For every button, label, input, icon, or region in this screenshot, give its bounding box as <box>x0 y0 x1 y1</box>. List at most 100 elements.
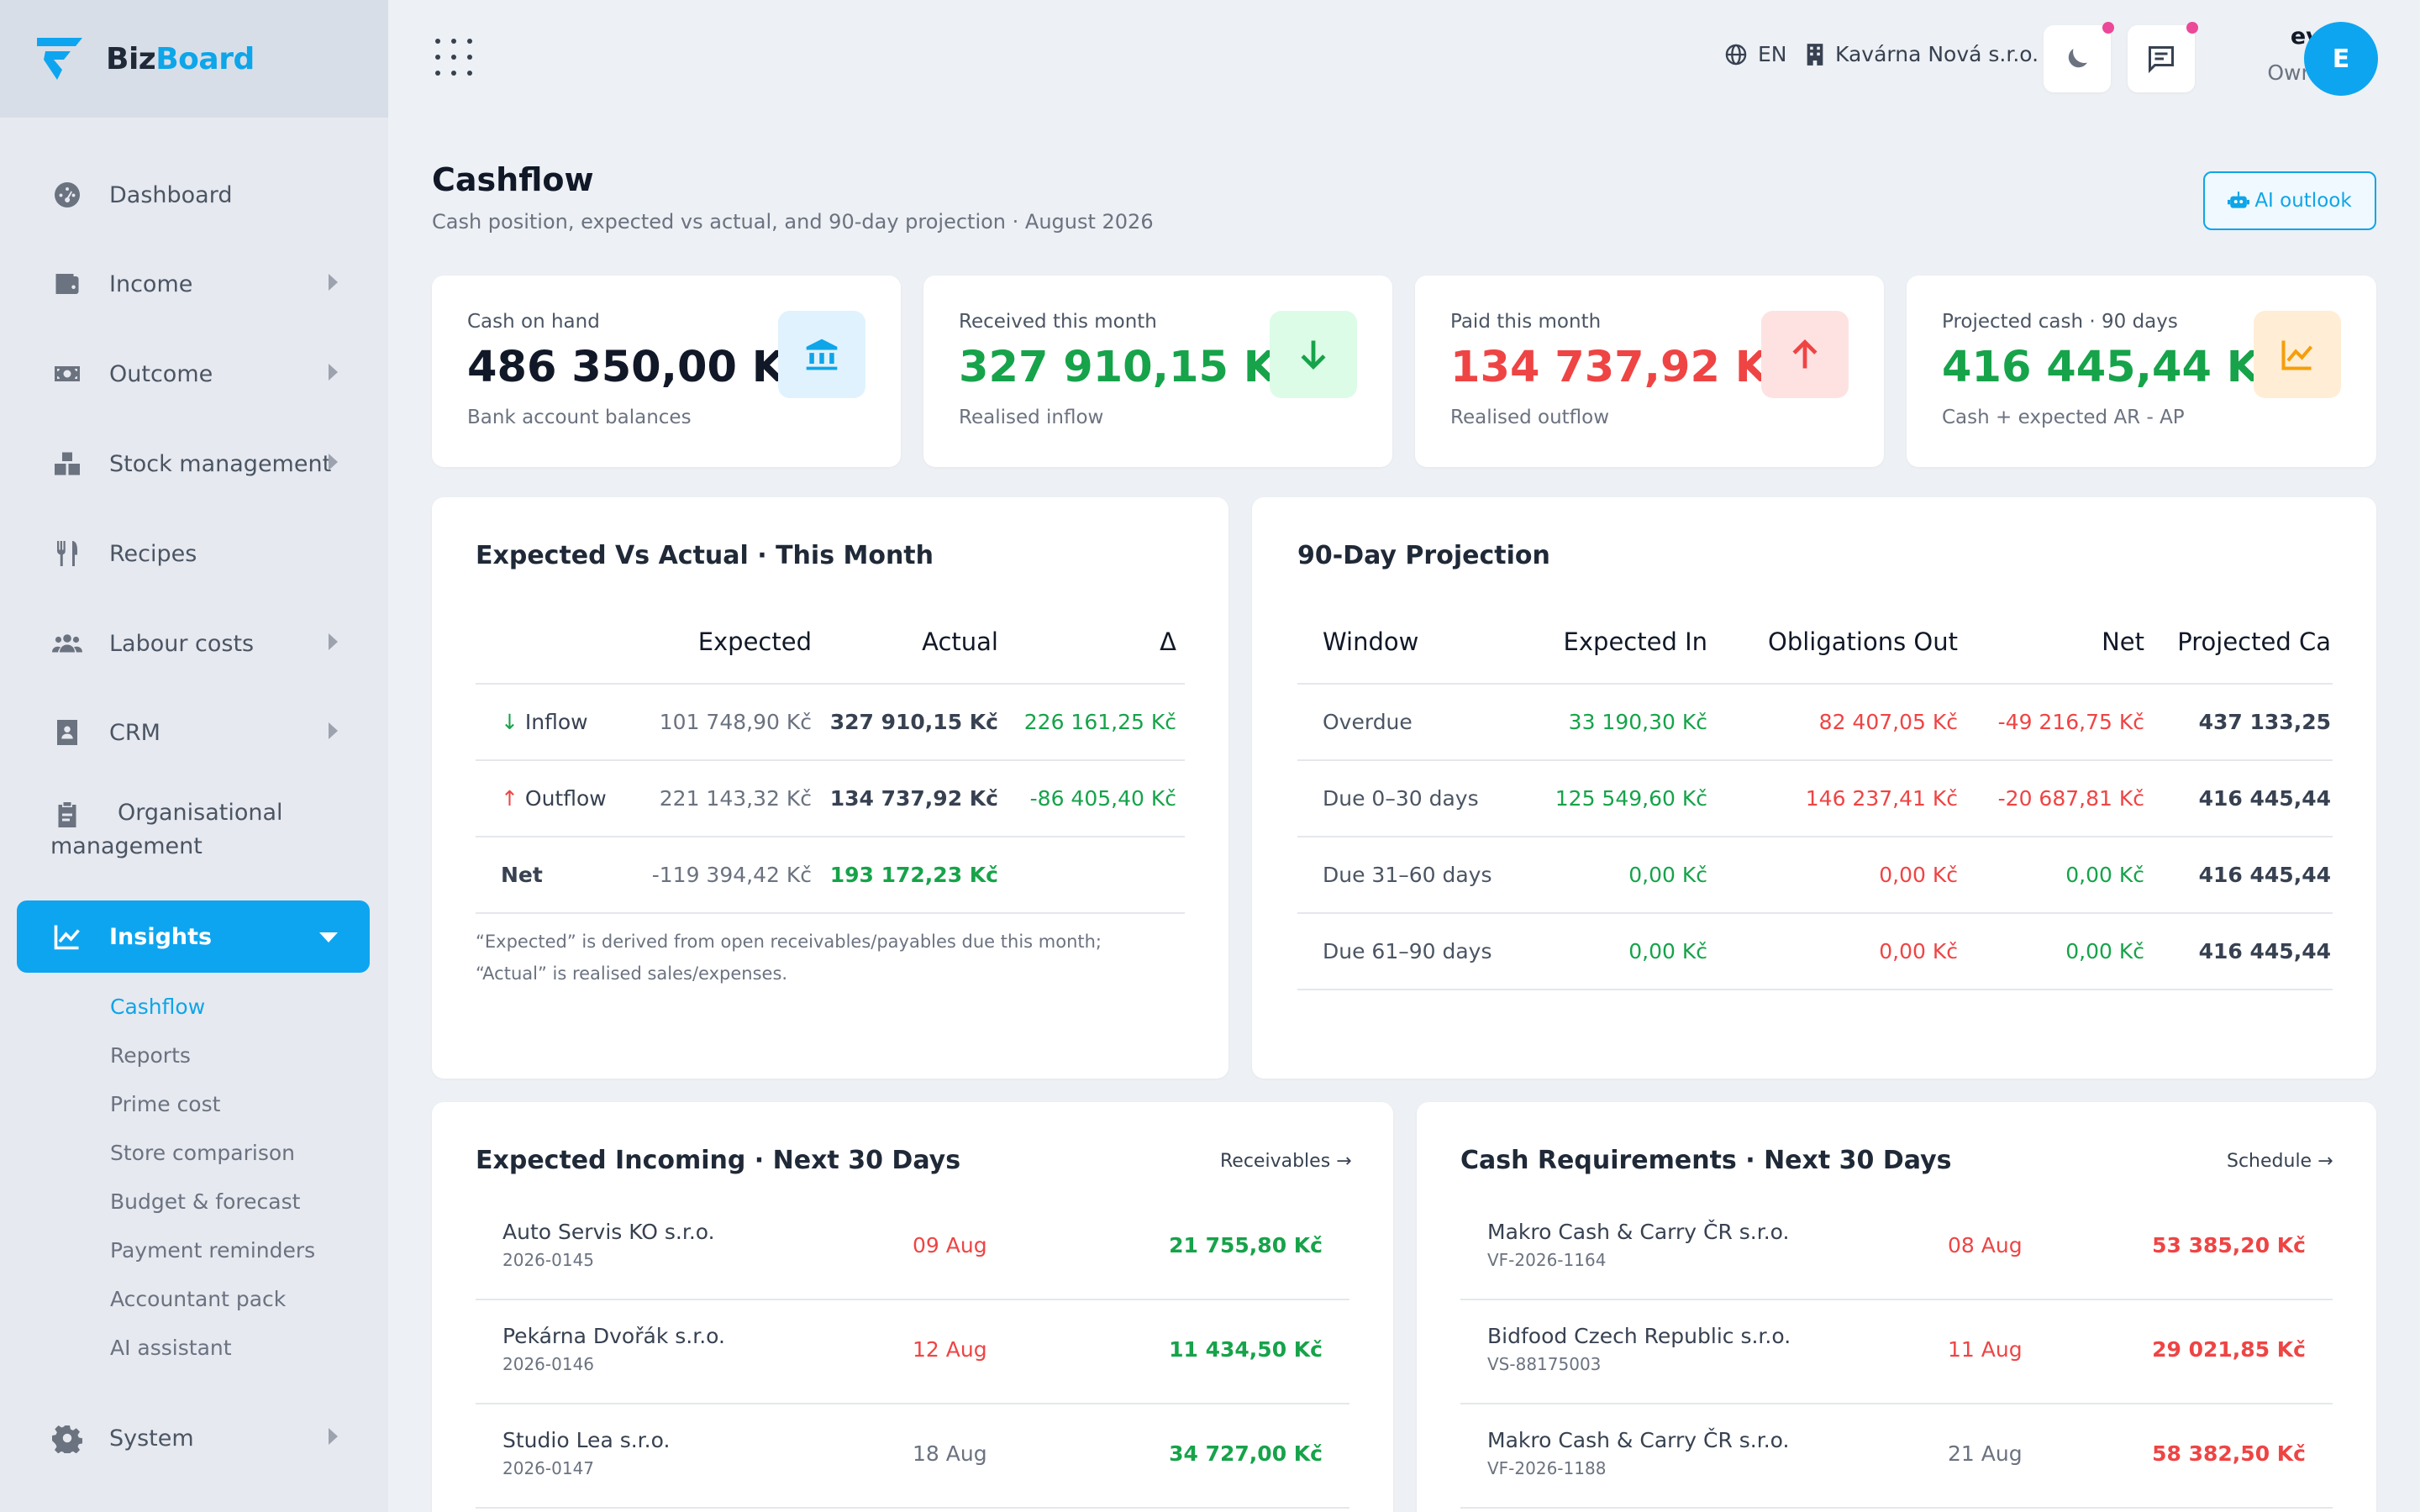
sidebar-item-insights[interactable]: Insights <box>17 900 370 973</box>
cell-expected: 101 748,90 Kč <box>644 684 812 760</box>
kpi-label: Projected cash · 90 days <box>1942 311 2178 333</box>
cell-obligations-out: 146 237,41 Kč <box>1707 760 1958 837</box>
arrow-right-icon: → <box>1336 1151 1351 1172</box>
cell-obligations-out: 0,00 Kč <box>1707 913 1958 990</box>
notification-dot <box>2186 22 2198 34</box>
cell-net: 0,00 Kč <box>1958 913 2144 990</box>
cell-obligations-out: 0,00 Kč <box>1707 837 1958 913</box>
sidebar-subitem-accountant-pack[interactable]: Accountant pack <box>110 1287 286 1311</box>
apps-grid-icon[interactable] <box>435 39 472 76</box>
sidebar-item-outcome[interactable]: Outcome <box>17 339 370 409</box>
table-footnote: “Expected” is derived from open receivab… <box>476 926 1102 990</box>
receivables-link[interactable]: Receivables → <box>1220 1151 1352 1172</box>
sidebar: BizBoard Dashboard Income Outcome Stock … <box>0 0 388 1512</box>
cell-actual: 193 172,23 Kč <box>812 837 998 913</box>
cell-delta <box>998 837 1185 913</box>
messages-button[interactable] <box>2128 25 2195 92</box>
sidebar-item-organisational-management[interactable]: Organisational management <box>17 790 370 874</box>
cell-expected-in: 33 190,30 Kč <box>1499 684 1707 760</box>
theme-toggle-button[interactable] <box>2044 25 2111 92</box>
wallet-icon <box>50 267 84 301</box>
expected-incoming-card: Expected Incoming · Next 30 Days Receiva… <box>432 1102 1393 1512</box>
list-item[interactable]: Makro Cash & Carry ČR s.r.o. VF-2026-118… <box>1460 1404 2333 1509</box>
row-label: ↓ Inflow <box>476 684 644 760</box>
kpi-label: Paid this month <box>1450 311 1601 333</box>
chevron-down-icon <box>319 932 338 942</box>
sidebar-subitem-payment-reminders[interactable]: Payment reminders <box>110 1238 315 1263</box>
card-title: 90-Day Projection <box>1297 541 1550 570</box>
expected-vs-actual-table: Expected Actual Δ ↓ Inflow 101 748,90 Kč… <box>476 600 1185 914</box>
list-item[interactable]: Makro Cash & Carry ČR s.r.o. VF-2026-116… <box>1460 1196 2333 1300</box>
cell-delta: 226 161,25 Kč <box>998 684 1185 760</box>
sidebar-item-recipes[interactable]: Recipes <box>17 518 370 589</box>
projection-card: 90-Day Projection Window Expected In Obl… <box>1252 497 2376 1079</box>
table-row: ↓ Inflow 101 748,90 Kč 327 910,15 Kč 226… <box>476 684 1185 760</box>
utensils-icon <box>50 537 84 570</box>
arrow-down-icon <box>1270 311 1357 398</box>
chevron-right-icon <box>329 274 338 291</box>
brand[interactable]: BizBoard <box>0 0 388 118</box>
column-header <box>476 600 644 684</box>
boxes-icon <box>50 447 84 480</box>
building-icon <box>1805 43 1825 66</box>
avatar[interactable]: E <box>2304 22 2378 96</box>
kpi-label: Received this month <box>959 311 1157 333</box>
table-header-row: Window Expected In Obligations Out Net P… <box>1297 600 2333 684</box>
card-title: Cash Requirements · Next 30 Days <box>1460 1146 1952 1175</box>
cell-obligations-out: 82 407,05 Kč <box>1707 684 1958 760</box>
ai-outlook-button[interactable]: AI outlook <box>2203 171 2376 230</box>
table-row: ↑ Outflow 221 143,32 Kč 134 737,92 Kč -8… <box>476 760 1185 837</box>
top-bar: EN Kavárna Nová s.r.o. eva Owner E <box>388 0 2420 118</box>
table-header-row: Expected Actual Δ <box>476 600 1185 684</box>
kpi-card-projected: Projected cash · 90 days 416 445,44 Kč C… <box>1907 276 2376 467</box>
sidebar-item-labour-costs[interactable]: Labour costs <box>17 608 370 679</box>
company-selector[interactable]: Kavárna Nová s.r.o. <box>1805 42 2039 66</box>
sidebar-item-income[interactable]: Income <box>17 249 370 319</box>
contact-card-icon <box>50 716 84 749</box>
robot-icon <box>2228 190 2249 212</box>
cell-expected-in: 125 549,60 Kč <box>1499 760 1707 837</box>
arrow-right-icon: → <box>2317 1151 2333 1172</box>
column-header: Window <box>1297 600 1499 684</box>
sidebar-subitem-store-comparison[interactable]: Store comparison <box>110 1141 295 1165</box>
row-label: ↑ Outflow <box>476 760 644 837</box>
chart-icon <box>2254 311 2341 398</box>
sidebar-item-stock-management[interactable]: Stock management <box>17 428 370 499</box>
list-item[interactable]: Studio Lea s.r.o. 2026-0147 18 Aug 34 72… <box>476 1404 1349 1509</box>
sidebar-subitem-ai-assistant[interactable]: AI assistant <box>110 1336 232 1360</box>
sidebar-subitem-prime-cost[interactable]: Prime cost <box>110 1092 220 1116</box>
kpi-label: Cash on hand <box>467 311 600 333</box>
kpi-note: Cash + expected AR - AP <box>1942 407 2185 428</box>
cash-requirements-card: Cash Requirements · Next 30 Days Schedul… <box>1417 1102 2376 1512</box>
sidebar-subitem-budget-forecast[interactable]: Budget & forecast <box>110 1189 300 1214</box>
column-header: Net <box>1958 600 2144 684</box>
sidebar-item-crm[interactable]: CRM <box>17 697 370 768</box>
row-label: Net <box>476 837 644 913</box>
cell-net: -49 216,75 Kč <box>1958 684 2144 760</box>
kpi-note: Bank account balances <box>467 407 692 428</box>
table-row: Due 0–30 days 125 549,60 Kč 146 237,41 K… <box>1297 760 2333 837</box>
schedule-link[interactable]: Schedule → <box>2227 1151 2333 1172</box>
cell-window: Due 0–30 days <box>1297 760 1499 837</box>
sidebar-item-dashboard[interactable]: Dashboard <box>17 160 370 230</box>
list-item[interactable]: Bidfood Czech Republic s.r.o. VS-8817500… <box>1460 1300 2333 1404</box>
list-item[interactable]: Pekárna Dvořák s.r.o. 2026-0146 12 Aug 1… <box>476 1300 1349 1404</box>
chevron-right-icon <box>329 454 338 470</box>
projection-table: Window Expected In Obligations Out Net P… <box>1297 600 2333 990</box>
globe-icon <box>1724 43 1748 66</box>
sidebar-item-system[interactable]: System <box>17 1403 370 1473</box>
column-header: Expected <box>644 600 812 684</box>
arrow-up-icon: ↑ <box>501 786 518 811</box>
page-subtitle: Cash position, expected vs actual, and 9… <box>432 210 1154 234</box>
list-item[interactable]: Auto Servis KO s.r.o. 2026-0145 09 Aug 2… <box>476 1196 1349 1300</box>
language-selector[interactable]: EN <box>1724 42 1787 66</box>
users-icon <box>50 627 84 660</box>
cell-expected-in: 0,00 Kč <box>1499 913 1707 990</box>
sidebar-subitem-cashflow[interactable]: Cashflow <box>110 995 205 1019</box>
column-header: Expected In <box>1499 600 1707 684</box>
sidebar-subitem-reports[interactable]: Reports <box>110 1043 191 1068</box>
cell-expected: 221 143,32 Kč <box>644 760 812 837</box>
dashboard-icon <box>50 178 84 212</box>
cell-projected: 416 445,44 <box>2144 837 2333 913</box>
column-header: Δ <box>998 600 1185 684</box>
